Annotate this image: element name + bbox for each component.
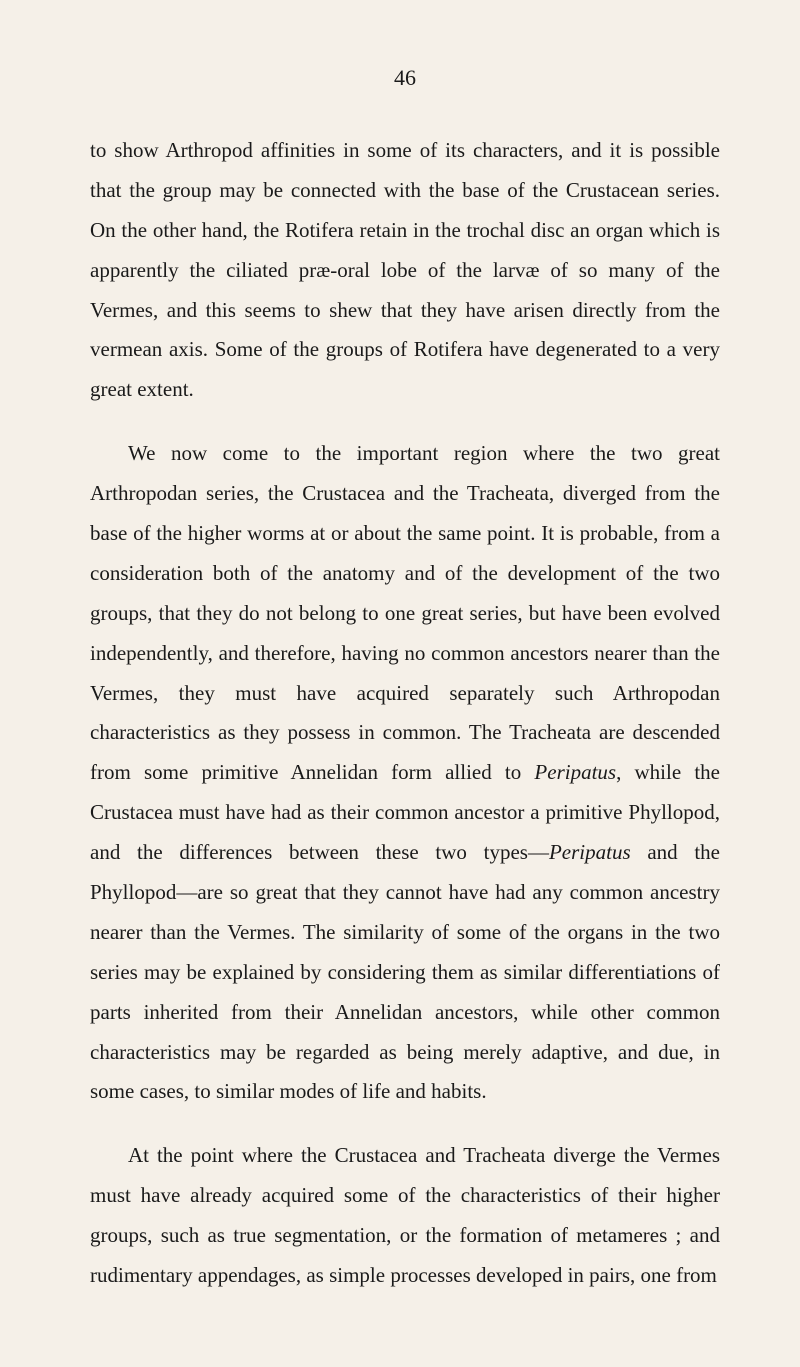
- page-number: 46: [90, 65, 720, 91]
- italic-text: Peripatus: [549, 840, 631, 864]
- body-text: and the Phyllopod—are so great that they…: [90, 840, 720, 1103]
- paragraph-1: to show Arthropod affinities in some of …: [90, 131, 720, 410]
- body-text: We now come to the important region wher…: [90, 441, 720, 784]
- italic-text: Peripatus: [534, 760, 616, 784]
- paragraph-3: At the point where the Crustacea and Tra…: [90, 1136, 720, 1296]
- paragraph-2: We now come to the important region wher…: [90, 434, 720, 1112]
